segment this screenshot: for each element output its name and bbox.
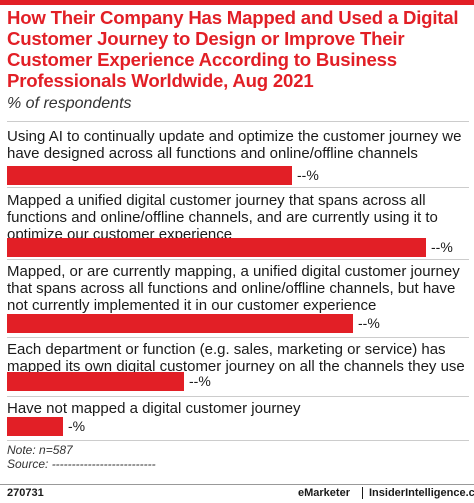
bar — [7, 417, 63, 436]
source-text: Source: -------------------------- — [7, 457, 156, 471]
note-text: Note: n=587 — [7, 443, 73, 457]
category-label: Each department or function (e.g. sales,… — [7, 341, 465, 375]
bar — [7, 166, 292, 185]
bar — [7, 314, 353, 333]
category-label: Mapped, or are currently mapping, a unif… — [7, 263, 460, 314]
chart-id: 270731 — [7, 487, 44, 499]
row-divider — [7, 259, 469, 260]
top-accent-bar — [0, 0, 474, 5]
row-divider — [7, 187, 469, 188]
value-label: --% — [297, 167, 319, 183]
category-label: Using AI to continually update and optim… — [7, 128, 462, 162]
category-label: Have not mapped a digital customer journ… — [7, 400, 301, 417]
chart-subtitle: % of respondents — [7, 95, 132, 112]
brand-site: InsiderIntelligence.com — [369, 487, 474, 499]
row-divider — [7, 396, 469, 397]
row-divider — [7, 337, 469, 338]
value-label: --% — [431, 239, 453, 255]
value-label: -% — [68, 418, 86, 434]
bar — [7, 372, 184, 391]
chart-title: How Their Company Has Mapped and Used a … — [7, 7, 459, 91]
notes-divider — [7, 440, 469, 441]
bar — [7, 238, 426, 257]
value-label: --% — [358, 315, 380, 331]
subtitle-divider — [7, 121, 469, 122]
footer-divider — [0, 484, 474, 485]
footer-separator — [362, 487, 363, 499]
value-label: --% — [189, 373, 211, 389]
category-label: Mapped a unified digital customer journe… — [7, 192, 438, 243]
brand-emarketer: eMarketer — [298, 487, 350, 499]
